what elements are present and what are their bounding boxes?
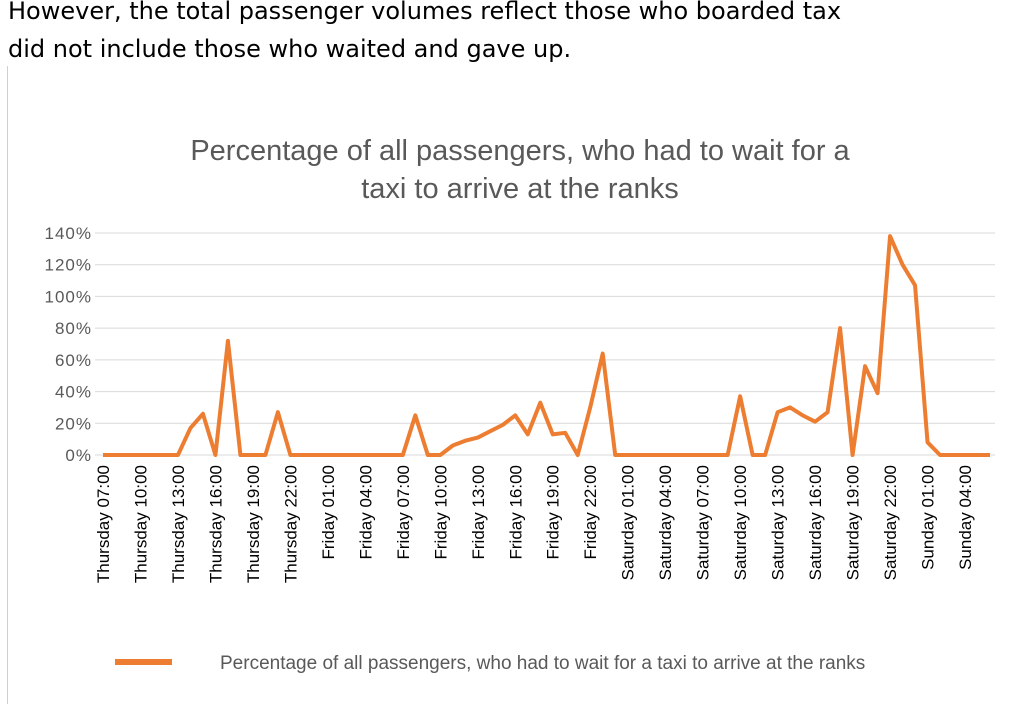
y-tick-label: 20% [55, 414, 92, 433]
title-line: Percentage of all passengers, who had to… [190, 135, 850, 167]
x-tick-label: Friday 22:00 [581, 465, 600, 560]
x-tick-label: Friday 13:00 [469, 465, 488, 560]
y-tick-label: 80% [55, 319, 92, 338]
x-tick-label: Saturday 10:00 [731, 465, 750, 580]
paragraph-line: did not include those who waited and gav… [8, 35, 572, 63]
x-tick-label: Friday 04:00 [356, 465, 375, 560]
x-tick-label: Saturday 22:00 [881, 465, 900, 580]
y-tick-label: 140% [45, 224, 92, 243]
x-tick-label: Thursday 07:00 [94, 465, 113, 583]
x-tick-label: Sunday 01:00 [919, 465, 938, 570]
x-tick-label: Friday 19:00 [544, 465, 563, 560]
x-tick-label: Thursday 16:00 [206, 465, 225, 583]
legend-label: Percentage of all passengers, who had to… [220, 653, 865, 674]
title-line: taxi to arrive at the ranks [361, 173, 679, 205]
y-tick-label: 0% [65, 446, 92, 465]
x-tick-label: Thursday 10:00 [131, 465, 150, 583]
x-tick-label: Sunday 04:00 [956, 465, 975, 570]
x-tick-label: Thursday 13:00 [169, 465, 188, 583]
x-tick-label: Friday 16:00 [506, 465, 525, 560]
x-tick-label: Friday 07:00 [394, 465, 413, 560]
y-tick-label: 100% [45, 287, 92, 306]
x-tick-label: Thursday 19:00 [244, 465, 263, 583]
x-tick-label: Friday 10:00 [431, 465, 450, 560]
chart-title: Percentage of all passengers, who had to… [190, 135, 850, 205]
x-tick-label: Saturday 04:00 [656, 465, 675, 580]
y-tick-label: 120% [45, 256, 92, 275]
data-line [103, 234, 990, 457]
x-tick-label: Saturday 13:00 [769, 465, 788, 580]
y-tick-label: 40% [55, 383, 92, 402]
x-tick-label: Saturday 16:00 [806, 465, 825, 580]
x-tick-label: Thursday 22:00 [281, 465, 300, 583]
x-tick-label: Friday 01:00 [319, 465, 338, 560]
paragraph-line: However, the total passenger volumes ref… [8, 0, 842, 25]
x-tick-label: Saturday 01:00 [619, 465, 638, 580]
x-tick-label: Saturday 19:00 [844, 465, 863, 580]
page-border [7, 66, 8, 704]
y-tick-label: 60% [55, 351, 92, 370]
x-tick-label: Saturday 07:00 [694, 465, 713, 580]
